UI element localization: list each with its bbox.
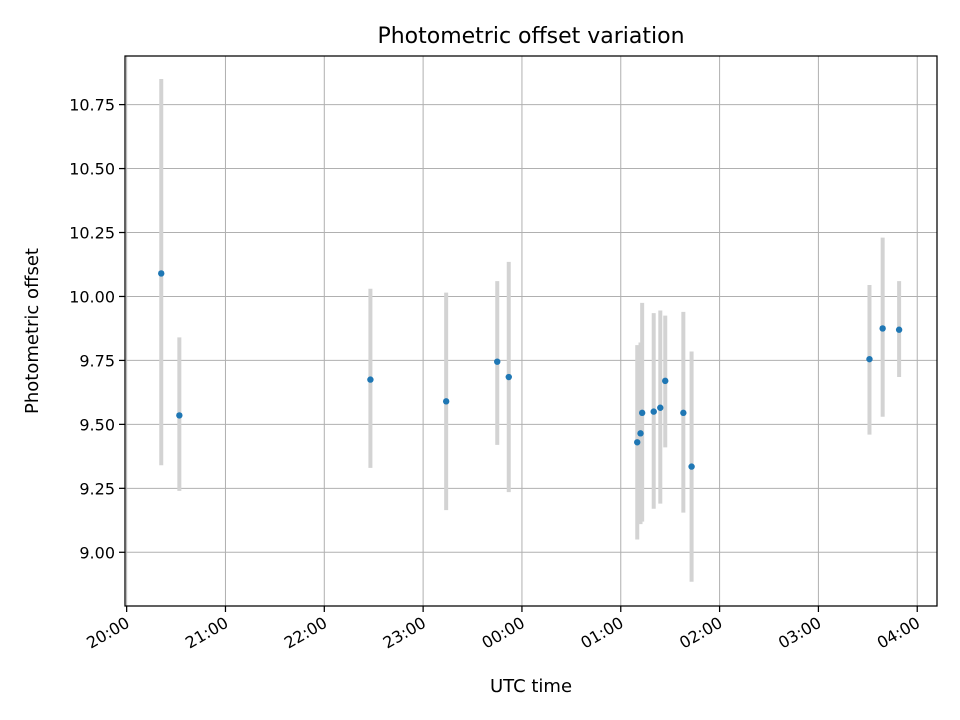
y-tick-label: 10.50 (69, 160, 115, 179)
y-axis-label: Photometric offset (22, 248, 43, 414)
data-point (158, 270, 165, 277)
y-axis-ticks: 9.00 9.25 9.50 9.75 10.00 10.25 10.50 10.75 (69, 96, 125, 562)
data-point (638, 409, 646, 417)
y-tick-label: 9.00 (79, 543, 115, 562)
data-point (637, 430, 644, 437)
y-tick-label: 10.00 (69, 287, 115, 306)
y-tick-label: 9.50 (79, 415, 115, 434)
grid (125, 56, 937, 606)
data-point (657, 404, 664, 411)
y-tick-label: 9.75 (79, 351, 115, 370)
data-point (895, 326, 903, 333)
data-point (650, 408, 657, 415)
data-point (866, 355, 873, 363)
data-point (367, 376, 374, 383)
data-point (494, 358, 501, 365)
data-points (158, 270, 903, 470)
y-tick-label: 10.75 (69, 96, 115, 115)
data-point (176, 412, 183, 419)
data-point (634, 439, 641, 446)
data-point (442, 398, 450, 405)
data-point (688, 463, 695, 470)
chart-title: Photometric offset variation (377, 24, 684, 49)
y-tick-label: 9.25 (79, 479, 115, 498)
data-point (505, 373, 512, 381)
plot-frame (124, 55, 938, 607)
x-axis-label: UTC time (490, 676, 572, 697)
y-tick-label: 10.25 (69, 224, 115, 243)
data-point (662, 377, 669, 385)
data-point (879, 325, 886, 332)
data-point (680, 409, 687, 417)
